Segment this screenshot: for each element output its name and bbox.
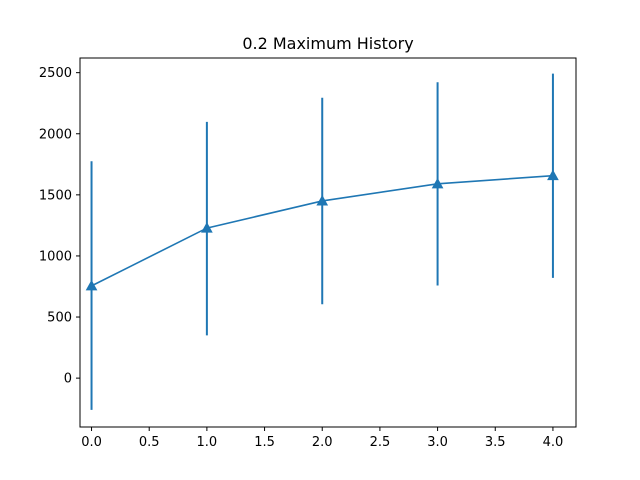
x-tick-label: 0.5 [139, 435, 160, 450]
y-tick-label: 500 [47, 311, 72, 326]
data-point-marker [547, 169, 559, 181]
y-tick-label: 1000 [39, 249, 72, 264]
x-tick-label: 2.5 [370, 435, 391, 450]
x-tick-label: 3.0 [427, 435, 448, 450]
x-tick-label: 2.0 [312, 435, 333, 450]
y-tick-label: 2500 [39, 66, 72, 81]
data-point-marker [316, 194, 329, 206]
plot-area-frame [79, 57, 577, 428]
data-point-marker [431, 177, 444, 189]
y-axis: 0 500 1000 1500 2000 2500 [39, 66, 80, 387]
error-bars [90, 73, 554, 410]
data-point-marker [85, 279, 98, 291]
y-tick-label: 1500 [39, 188, 72, 203]
x-tick-label: 1.5 [254, 435, 275, 450]
x-tick-label: 1.0 [197, 435, 218, 450]
x-tick-label: 0.0 [81, 435, 102, 450]
x-tick-label: 3.5 [485, 435, 506, 450]
y-tick-label: 0 [64, 372, 72, 387]
chart-title: 0.2 Maximum History [242, 34, 413, 53]
data-point-marker [201, 222, 213, 233]
y-tick-label: 2000 [39, 127, 72, 142]
x-axis: 0.0 0.5 1.0 1.5 2.0 2.5 3.0 3.5 4.0 [81, 427, 563, 450]
series-group [85, 169, 559, 291]
x-tick-label: 4.0 [543, 435, 564, 450]
